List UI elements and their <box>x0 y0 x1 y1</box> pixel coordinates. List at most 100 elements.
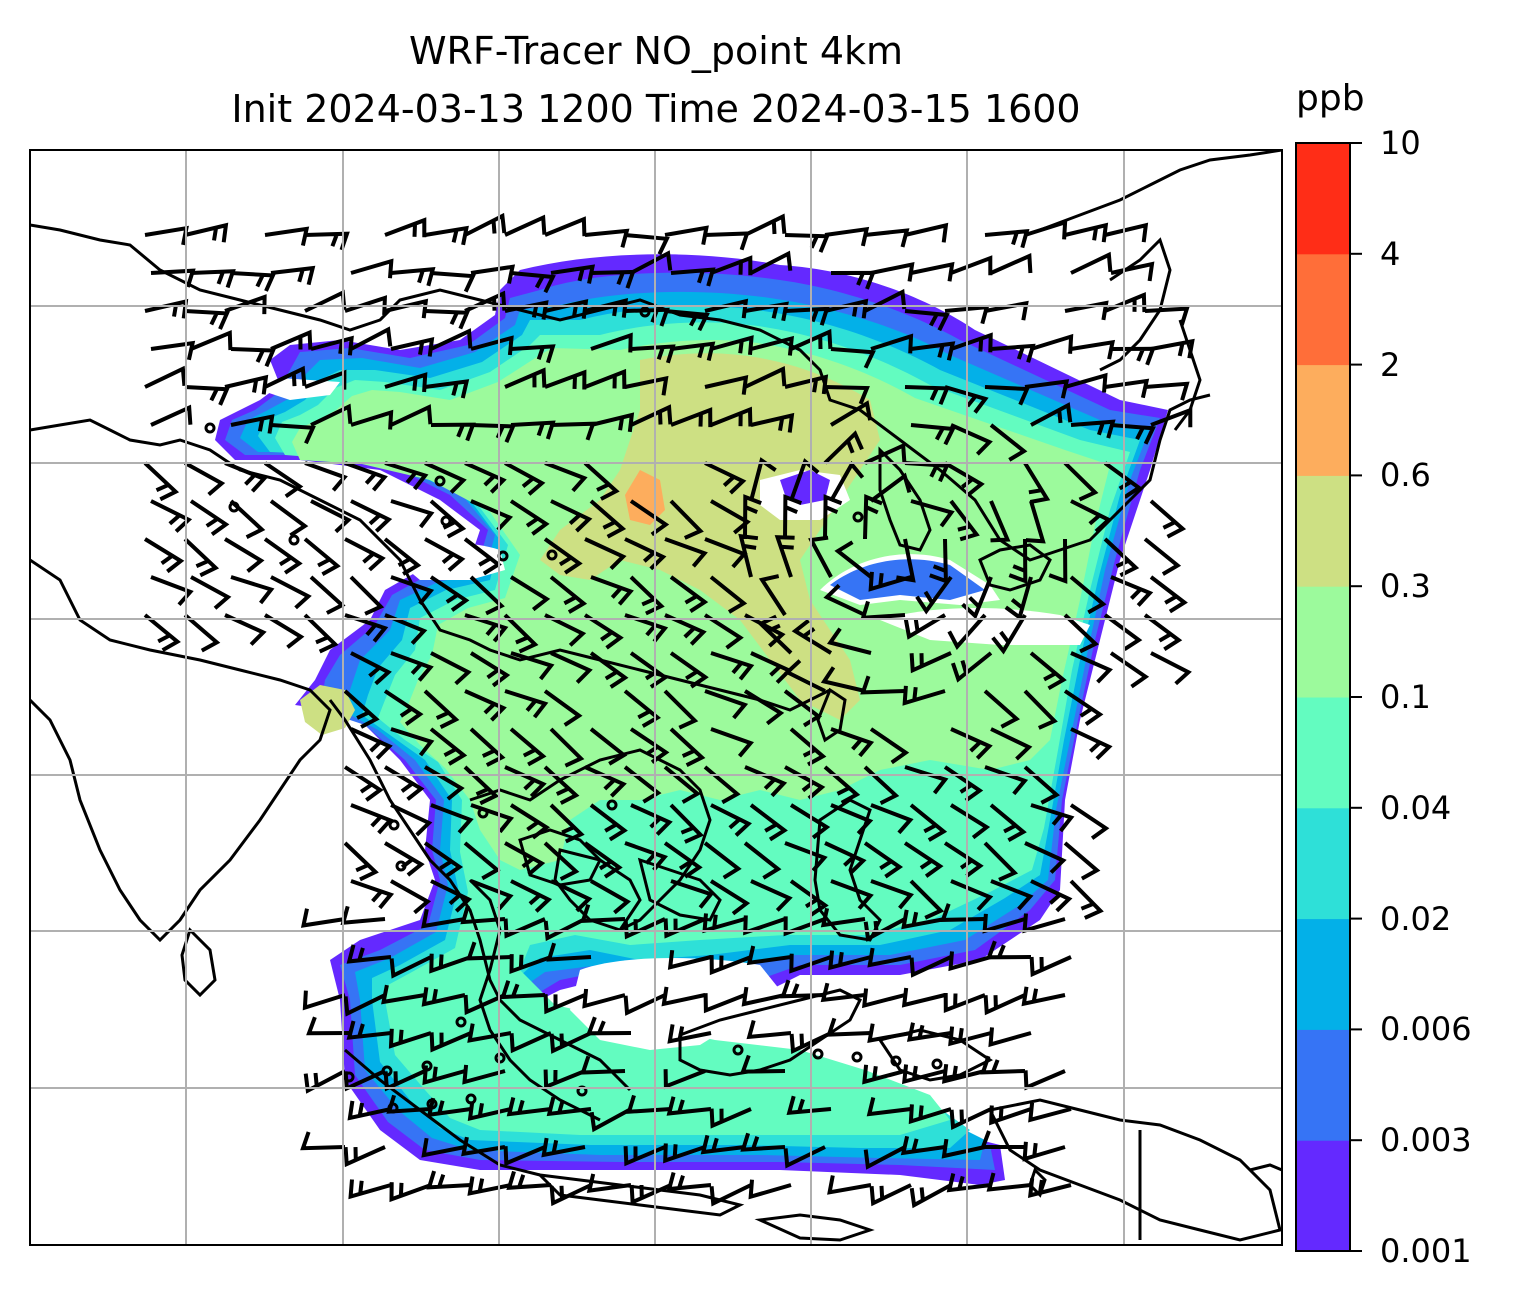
wind-barb <box>390 727 435 757</box>
wind-barb <box>544 216 587 237</box>
wind-barb <box>224 461 268 493</box>
wind-barb <box>224 613 267 646</box>
wind-barb <box>909 803 948 842</box>
wind-barb <box>543 689 583 727</box>
wind-barb <box>144 365 187 389</box>
wind-barb <box>426 1170 472 1190</box>
wind-barb <box>230 271 276 292</box>
wind-barb <box>986 1172 1032 1192</box>
wind-barb <box>1069 803 1110 840</box>
wind-barb <box>710 406 753 427</box>
wind-barb <box>862 1064 906 1085</box>
wind-barb <box>1024 219 1068 240</box>
wind-barb <box>1143 613 1183 651</box>
colorbar-tick-label: 10 <box>1380 124 1421 162</box>
wind-barb <box>989 803 1027 843</box>
wind-barb <box>430 328 473 351</box>
wind-barb <box>1143 537 1182 576</box>
wind-barb <box>467 1101 512 1121</box>
wind-barb <box>390 575 435 606</box>
wind-barb <box>863 841 904 879</box>
colorbar-band <box>1296 364 1350 476</box>
wind-barb <box>915 575 953 615</box>
wind-barb <box>303 613 339 654</box>
wind-barb <box>951 651 993 683</box>
wind-barb <box>1064 372 1108 393</box>
wind-barb <box>590 332 633 353</box>
wind-barb <box>510 420 556 440</box>
wind-barb <box>306 1016 352 1036</box>
wind-barb <box>823 430 864 465</box>
wind-barb <box>1025 500 1046 544</box>
wind-barb <box>824 841 867 875</box>
wind-barb <box>863 765 900 805</box>
wind-barb <box>344 537 386 572</box>
wind-barb <box>667 949 712 970</box>
wind-barb <box>902 685 946 706</box>
wind-barb <box>1024 379 1070 399</box>
wind-barb <box>550 264 596 284</box>
wind-barb <box>983 689 1020 729</box>
wind-barb <box>424 225 469 246</box>
colorbar-band <box>1296 475 1350 587</box>
wind-barb <box>384 461 429 491</box>
wind-barb <box>1022 1141 1066 1162</box>
wind-barb <box>703 613 744 650</box>
wind-barb <box>504 461 546 496</box>
wind-barb <box>980 1130 1025 1149</box>
wind-barb <box>467 1023 512 1043</box>
wind-barb <box>1150 338 1195 359</box>
wind-barb <box>789 727 827 767</box>
wind-barb <box>860 675 906 695</box>
wind-barb <box>350 879 395 910</box>
wind-barb <box>550 499 593 533</box>
wind-barb <box>901 909 946 930</box>
colorbar-tick-label: 0.3 <box>1380 567 1431 606</box>
wind-barb <box>583 461 620 501</box>
wind-barb <box>1149 575 1188 614</box>
map-frame <box>29 149 1283 1246</box>
wind-barb <box>910 261 955 282</box>
wind-barb <box>390 337 435 357</box>
wind-barb <box>390 651 434 682</box>
wind-barb <box>464 212 507 237</box>
wind-barb <box>1150 407 1193 428</box>
wind-barb <box>1029 955 1072 978</box>
wind-barb <box>430 803 474 834</box>
wind-barb <box>870 879 914 910</box>
wind-barb <box>584 765 627 798</box>
colorbar-band <box>1296 807 1350 920</box>
wind-barb <box>703 993 746 1014</box>
wind-barb <box>580 1055 626 1075</box>
wind-barb <box>629 499 670 537</box>
wind-barb <box>949 1107 992 1130</box>
wind-barb <box>510 879 553 913</box>
wind-barb <box>664 225 709 245</box>
wind-barb <box>829 400 873 427</box>
wind-barb <box>670 267 716 287</box>
wind-barb <box>504 765 547 798</box>
wind-barb <box>989 500 1011 543</box>
wind-barb <box>190 575 232 610</box>
wind-barb <box>670 341 716 361</box>
wind-barb <box>430 879 473 913</box>
wind-barb <box>549 1031 592 1054</box>
wind-barb <box>584 537 627 571</box>
wind-barb <box>390 404 433 427</box>
wind-barb <box>906 1022 952 1042</box>
wind-barb <box>549 1183 592 1207</box>
wind-barb <box>543 537 583 575</box>
wind-barb <box>383 689 424 726</box>
wind-barb <box>344 461 388 492</box>
wind-barb <box>190 269 236 289</box>
wind-barb <box>390 267 436 287</box>
wind-barb <box>749 457 777 502</box>
wind-barb <box>583 841 623 879</box>
wind-barb <box>790 328 833 351</box>
wind-barb <box>506 1097 552 1117</box>
wind-barb <box>743 841 782 880</box>
wind-barb <box>750 879 793 912</box>
wind-barb <box>1144 381 1190 401</box>
wind-barb <box>830 347 876 369</box>
colorbar-band <box>1296 1140 1350 1252</box>
